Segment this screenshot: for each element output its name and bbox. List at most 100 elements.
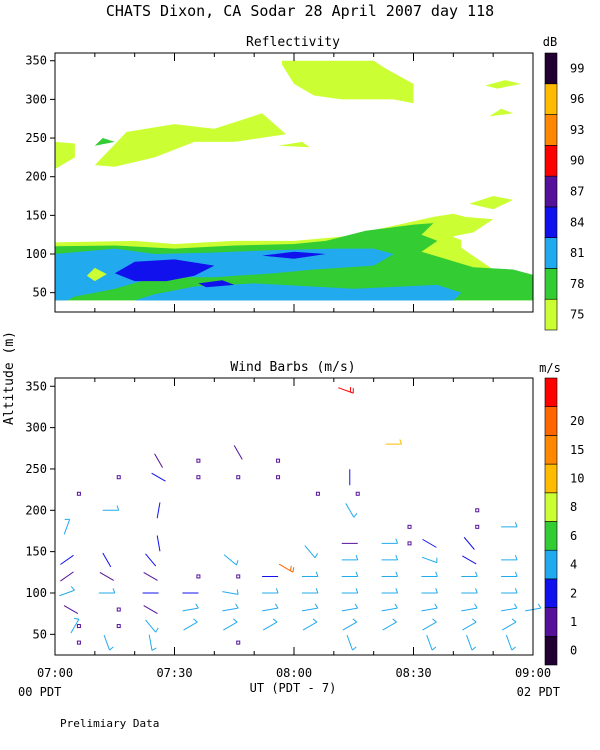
wind-barb bbox=[421, 607, 438, 612]
wind-barb-feather bbox=[233, 618, 238, 623]
wind-colorbar-label: 8 bbox=[570, 500, 577, 514]
wind-barb bbox=[223, 554, 237, 566]
wind-barb-feather bbox=[73, 617, 79, 620]
wind-barb bbox=[222, 607, 239, 612]
wind-barb-feather bbox=[292, 567, 295, 573]
wind-barb bbox=[143, 572, 158, 581]
wind-barb bbox=[341, 607, 358, 612]
wind-barb-feather bbox=[352, 646, 357, 651]
wind-barb-feather bbox=[289, 565, 292, 571]
wind-barb-feather bbox=[514, 521, 518, 528]
wind-barb-feather bbox=[315, 571, 319, 577]
wind-barb-feather bbox=[112, 588, 116, 594]
wind-barbs-x-ticks: 07:00 07:30 08:00 08:30 09:00 bbox=[37, 378, 551, 680]
reflectivity-colorbar-box bbox=[544, 83, 558, 115]
wind-barb-feather bbox=[315, 588, 319, 594]
wind-barb-feather bbox=[235, 560, 239, 566]
wind-barb-feather bbox=[155, 627, 159, 633]
reflectivity-colorbar-box bbox=[544, 114, 558, 146]
reflectivity-colorbar-label: 93 bbox=[570, 123, 584, 137]
reflectivity-y-tick-label: 150 bbox=[25, 208, 47, 222]
reflectivity-region-84 bbox=[198, 280, 235, 288]
wind-colorbar-box bbox=[544, 578, 558, 608]
wind-colorbar-label: 20 bbox=[570, 414, 584, 428]
figure-title: CHATS Dixon, CA Sodar 28 April 2007 day … bbox=[106, 2, 494, 20]
wind-colorbar-box bbox=[544, 492, 558, 522]
wind-barb-feather bbox=[312, 618, 318, 623]
wind-barb bbox=[426, 634, 433, 651]
reflectivity-colorbar-label: 90 bbox=[570, 154, 584, 168]
wind-barb-feather bbox=[511, 646, 516, 651]
wind-barb-feather bbox=[314, 553, 318, 559]
wind-barb bbox=[345, 503, 355, 518]
wind-barb bbox=[381, 607, 398, 612]
wind-barb bbox=[462, 621, 477, 631]
reflectivity-title: Reflectivity bbox=[246, 35, 340, 50]
wind-barb-feather bbox=[395, 538, 399, 544]
wind-barb bbox=[505, 634, 513, 651]
reflectivity-colorbar-label: 81 bbox=[570, 246, 584, 260]
wind-barbs bbox=[59, 387, 542, 651]
reflectivity-y-tick-label: 300 bbox=[25, 92, 47, 106]
reflectivity-colorbar-box bbox=[544, 175, 558, 208]
wind-barb-calm bbox=[407, 541, 412, 546]
wind-barb-feather bbox=[399, 439, 403, 445]
wind-y-tick-label: 150 bbox=[25, 545, 47, 559]
wind-barb-calm bbox=[475, 524, 480, 529]
reflectivity-region-75 bbox=[469, 196, 514, 210]
wind-colorbar-unit: m/s bbox=[539, 361, 561, 375]
wind-barb-feather bbox=[70, 586, 75, 591]
reflectivity-colorbar-unit: dB bbox=[543, 35, 557, 49]
wind-barb-feather bbox=[355, 588, 359, 594]
wind-y-tick-label: 250 bbox=[25, 462, 47, 476]
wind-barb-feather bbox=[193, 618, 198, 623]
wind-barb-feather bbox=[432, 618, 437, 623]
reflectivity-region-75 bbox=[441, 216, 494, 239]
wind-barb-feather bbox=[236, 589, 239, 595]
wind-colorbar-box bbox=[544, 463, 558, 494]
wind-barb bbox=[148, 634, 153, 651]
wind-barbs-frame bbox=[54, 377, 534, 656]
wind-barb-feather bbox=[513, 603, 518, 609]
reflectivity-contours bbox=[55, 60, 533, 301]
reflectivity-colorbar-label: 78 bbox=[570, 277, 584, 291]
reflectivity-region-75 bbox=[485, 80, 521, 89]
reflectivity-region-75 bbox=[86, 267, 107, 282]
reflectivity-region-75 bbox=[282, 60, 414, 104]
wind-barb-feather bbox=[475, 571, 478, 577]
wind-barb-calm bbox=[315, 491, 320, 496]
y-axis-label: Altitude (m) bbox=[2, 331, 17, 425]
wind-barb-feather bbox=[352, 618, 358, 623]
wind-colorbar: 0 1 2 4 6 8 10 15 20 bbox=[544, 377, 584, 666]
wind-barb-feather bbox=[355, 555, 359, 561]
wind-barb bbox=[156, 502, 161, 519]
wind-barb-feather bbox=[472, 618, 477, 623]
wind-barb-calm bbox=[276, 458, 281, 463]
wind-barb-feather bbox=[537, 603, 542, 609]
wind-barb-calm bbox=[355, 491, 360, 496]
wind-barb-feather bbox=[394, 603, 398, 609]
wind-barb bbox=[278, 563, 294, 573]
reflectivity-region-81 bbox=[134, 283, 462, 301]
wind-barb bbox=[233, 445, 243, 460]
wind-colorbar-box bbox=[544, 549, 558, 580]
wind-barb bbox=[151, 472, 166, 482]
reflectivity-region-75 bbox=[278, 141, 310, 148]
wind-barb-feather bbox=[514, 588, 518, 594]
wind-barb bbox=[182, 607, 199, 612]
wind-x-tick-label: 09:00 bbox=[515, 666, 551, 680]
wind-barb-calm bbox=[236, 475, 241, 480]
wind-barb-feather bbox=[195, 603, 199, 609]
wind-barb bbox=[63, 519, 71, 535]
wind-barb bbox=[60, 571, 74, 582]
reflectivity-colorbar-label: 84 bbox=[570, 215, 584, 229]
wind-barb-calm bbox=[236, 574, 241, 579]
reflectivity-region-75 bbox=[94, 113, 286, 167]
wind-colorbar-box bbox=[544, 377, 558, 408]
wind-barb bbox=[422, 621, 437, 631]
wind-barb bbox=[154, 453, 163, 468]
wind-barb bbox=[422, 538, 437, 548]
wind-colorbar-label: 6 bbox=[570, 529, 577, 543]
